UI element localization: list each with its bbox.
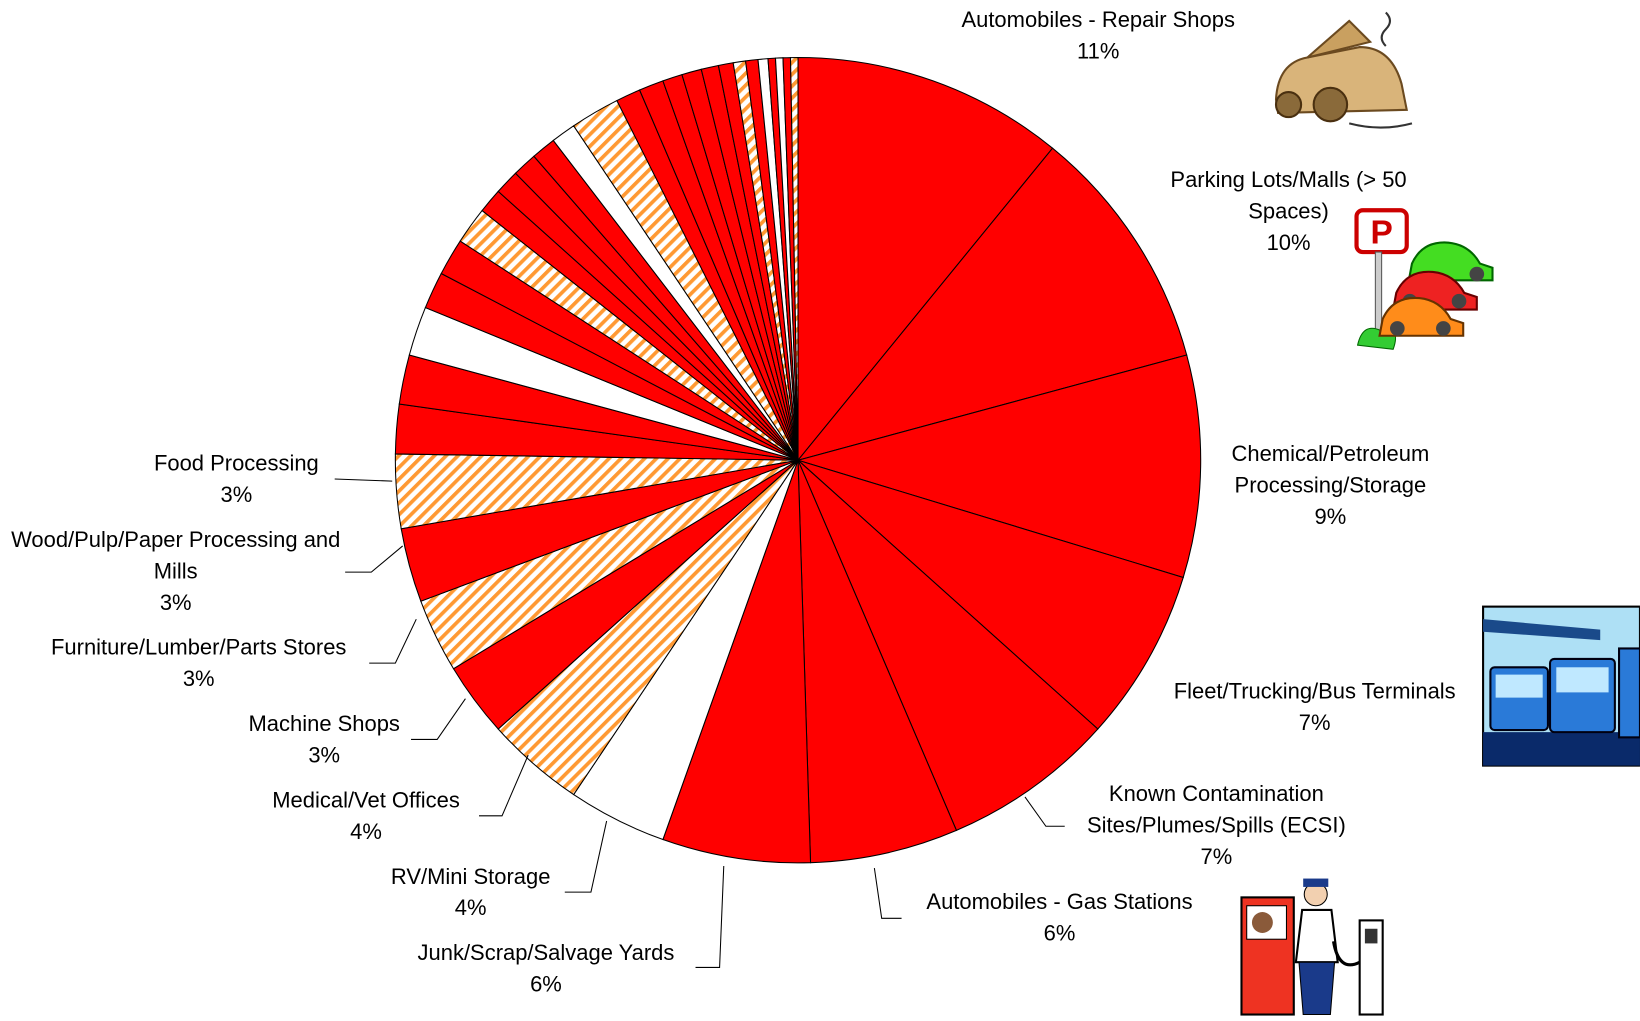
pie-slice — [797, 459, 1184, 730]
value-label: 3% — [159, 590, 192, 615]
pie-slice — [797, 459, 958, 864]
leader-line — [345, 545, 404, 573]
leader-line — [1024, 796, 1065, 827]
value-label: 3% — [182, 667, 215, 692]
category-label: Automobiles - Gas Stations — [926, 890, 1193, 915]
bus-clipart — [1482, 605, 1640, 767]
value-label: 11% — [1077, 39, 1120, 64]
value-label: 10% — [1266, 231, 1311, 256]
pie-slice — [796, 147, 1188, 462]
leader-line — [564, 820, 608, 893]
pie-slice — [797, 57, 1054, 462]
category-label: Junk/Scrap/Salvage Yards — [417, 941, 675, 966]
slice-label: Machine Shops 3% — [199, 709, 450, 772]
value-label: 4% — [350, 819, 382, 845]
leader-line — [369, 618, 417, 664]
value-label: 7% — [1200, 845, 1233, 870]
leader-line — [334, 478, 393, 482]
category-label: Automobiles - Repair Shops — [961, 8, 1235, 33]
category-label: Furniture/Lumber/Parts Stores — [51, 635, 347, 660]
slice-label: Food Processing 3% — [111, 449, 362, 512]
gas-station-clipart — [1240, 878, 1384, 1016]
leader-line — [695, 865, 725, 968]
slice-label: RV/Mini Storage 4% — [335, 862, 607, 925]
leader-line — [479, 754, 529, 817]
category-label: Wood/Pulp/Paper Processing and Mills — [11, 528, 341, 584]
value-label: 3% — [220, 483, 253, 508]
category-label: Medical/Vet Offices — [272, 788, 460, 813]
slice-label: Medical/Vet Offices 4% — [230, 785, 502, 848]
category-label: Chemical/Petroleum Processing/Storage — [1231, 442, 1430, 498]
value-label: 3% — [308, 743, 341, 768]
value-label: 6% — [1043, 921, 1076, 946]
leader-line — [873, 868, 902, 919]
leader-lines — [334, 478, 1065, 968]
slice-label: Parking Lots/Malls (> 50 Spaces) 10% — [1152, 165, 1426, 259]
slice-label: Junk/Scrap/Salvage Yards 6% — [379, 938, 714, 1001]
slice-label: Automobiles - Repair Shops 11% — [920, 5, 1276, 68]
slice-label: Furniture/Lumber/Parts Stores 3% — [21, 633, 377, 696]
car-clipart — [1274, 11, 1413, 129]
category-label: RV/Mini Storage — [390, 864, 551, 890]
category-label: Machine Shops — [248, 712, 400, 737]
pie-slice — [796, 354, 1202, 579]
value-label: 7% — [1298, 711, 1331, 736]
slice-label: Wood/Pulp/Paper Processing and Mills 3% — [3, 525, 348, 619]
parking-clipart: P — [1354, 208, 1494, 350]
slice-label: Known Contamination Sites/Plumes/Spills … — [1059, 779, 1373, 873]
value-label: 6% — [530, 972, 562, 997]
category-label: Fleet/Trucking/Bus Terminals — [1173, 679, 1456, 704]
category-label: Parking Lots/Malls (> 50 Spaces) — [1170, 168, 1407, 224]
value-label: 4% — [454, 896, 487, 921]
slices — [394, 57, 1202, 864]
pie-slice — [797, 459, 1099, 832]
category-label: Food Processing — [153, 451, 319, 476]
slice-label: Chemical/Petroleum Processing/Storage 9% — [1205, 439, 1456, 533]
slice-label: Automobiles - Gas Stations 6% — [892, 887, 1227, 950]
svg-text:P: P — [1370, 215, 1392, 252]
slice-label: Fleet/Trucking/Bus Terminals 7% — [1142, 677, 1487, 740]
category-label: Known Contamination Sites/Plumes/Spills … — [1087, 782, 1346, 838]
pie-slice — [789, 57, 799, 461]
leader-line — [411, 698, 466, 740]
pie-slice — [662, 460, 812, 864]
value-label: 9% — [1314, 505, 1347, 530]
